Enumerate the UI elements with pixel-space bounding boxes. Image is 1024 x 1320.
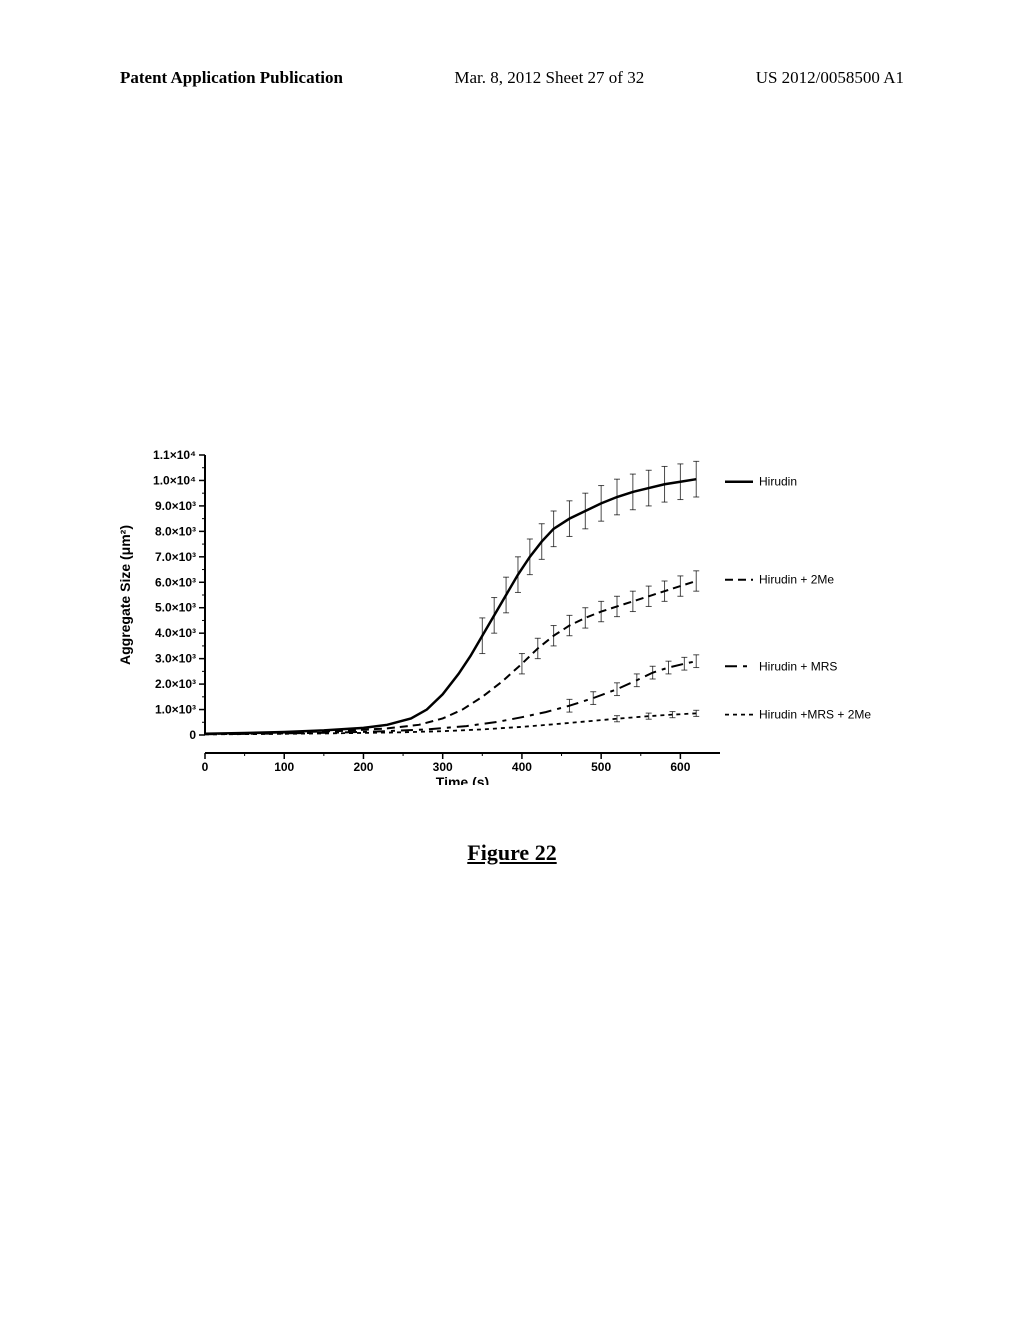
legend-label: Hirudin <box>759 475 797 489</box>
x-tick-label: 500 <box>591 760 611 774</box>
y-tick-label: 7.0×10³ <box>155 550 196 564</box>
y-tick-label: 4.0×10³ <box>155 626 196 640</box>
curve-hirudin <box>205 479 696 734</box>
y-tick-label: 2.0×10³ <box>155 677 196 691</box>
x-axis-label: Time (s) <box>436 774 489 785</box>
y-tick-label: 8.0×10³ <box>155 524 196 538</box>
y-tick-label: 1.1×10⁴ <box>153 448 196 462</box>
x-tick-label: 400 <box>512 760 532 774</box>
y-axis-label: Aggregate Size (μm²) <box>117 525 133 665</box>
header-left: Patent Application Publication <box>120 68 343 88</box>
patent-header: Patent Application Publication Mar. 8, 2… <box>0 68 1024 88</box>
header-mid: Mar. 8, 2012 Sheet 27 of 32 <box>454 68 644 88</box>
x-tick-label: 100 <box>274 760 294 774</box>
legend-label: Hirudin + 2Me <box>759 573 834 587</box>
curve-hirudin-mrs <box>205 661 696 734</box>
x-tick-label: 600 <box>670 760 690 774</box>
header-right: US 2012/0058500 A1 <box>756 68 904 88</box>
x-tick-label: 0 <box>202 760 209 774</box>
x-tick-label: 300 <box>433 760 453 774</box>
curve-hirudin-2me <box>205 581 696 734</box>
legend-label: Hirudin + MRS <box>759 659 837 673</box>
figure-caption: Figure 22 <box>0 840 1024 866</box>
y-tick-label: 0 <box>189 728 196 742</box>
y-tick-label: 1.0×10³ <box>155 703 196 717</box>
aggregate-size-chart: 0 1.0×10³ 2.0×10³ 3.0×10³ 4.0×10³ 5.0×10³ 6.0×… <box>110 445 890 785</box>
y-tick-label: 5.0×10³ <box>155 601 196 615</box>
y-tick-label: 3.0×10³ <box>155 652 196 666</box>
y-tick-label: 6.0×10³ <box>155 575 196 589</box>
y-tick-label: 9.0×10³ <box>155 499 196 513</box>
y-tick-label: 1.0×10⁴ <box>153 473 196 487</box>
x-tick-label: 200 <box>353 760 373 774</box>
chart-svg: 0 1.0×10³ 2.0×10³ 3.0×10³ 4.0×10³ 5.0×10³ 6.0×… <box>110 445 890 785</box>
legend-label: Hirudin +MRS + 2Me <box>759 708 871 722</box>
